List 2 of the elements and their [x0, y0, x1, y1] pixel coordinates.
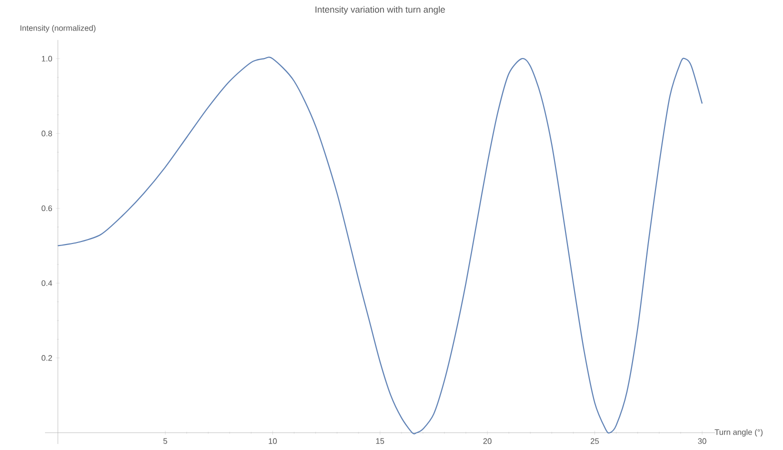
line-series — [57, 58, 703, 434]
chart-title: Intensity variation with turn angle — [316, 6, 445, 14]
